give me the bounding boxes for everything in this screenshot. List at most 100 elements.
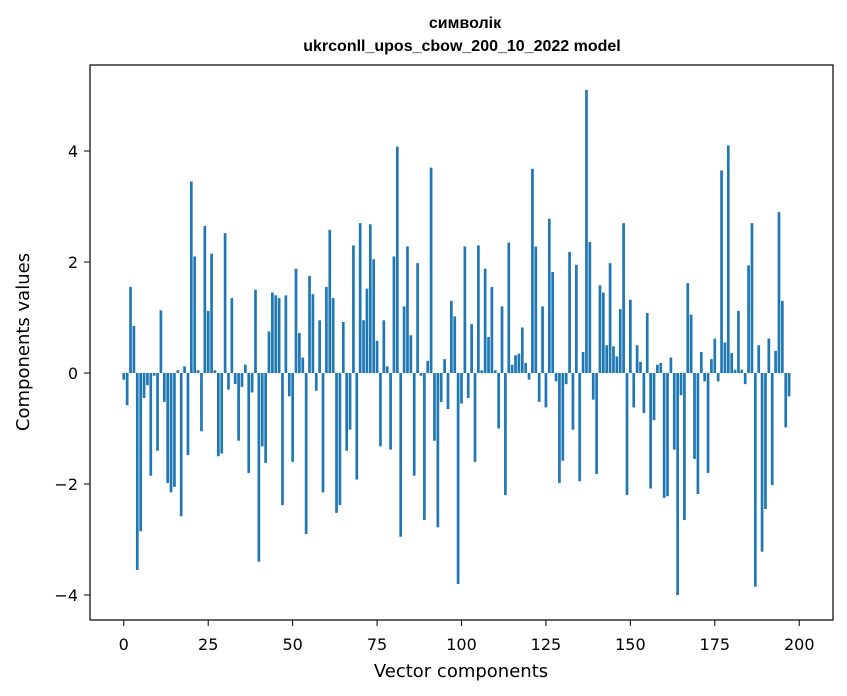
bar bbox=[669, 357, 673, 374]
bar bbox=[787, 373, 791, 397]
bar bbox=[203, 225, 207, 374]
bar bbox=[470, 324, 473, 374]
bar bbox=[568, 252, 571, 374]
bar bbox=[240, 373, 244, 387]
bar bbox=[652, 373, 656, 421]
bar bbox=[169, 373, 173, 493]
bar bbox=[220, 373, 224, 454]
bar bbox=[493, 370, 497, 374]
bar bbox=[531, 168, 534, 374]
bar bbox=[287, 373, 291, 397]
bar bbox=[149, 373, 153, 476]
bar bbox=[206, 310, 210, 374]
x-axis-label: Vector components bbox=[374, 661, 548, 682]
bar bbox=[308, 275, 311, 374]
bar bbox=[686, 283, 690, 374]
bar bbox=[156, 373, 159, 451]
bar bbox=[409, 335, 413, 374]
bar bbox=[642, 373, 646, 413]
bar bbox=[483, 268, 487, 374]
bar bbox=[450, 300, 453, 374]
bar bbox=[598, 285, 602, 374]
bar bbox=[723, 342, 727, 374]
bar bbox=[406, 246, 409, 374]
bar bbox=[581, 351, 585, 374]
bar bbox=[672, 373, 676, 450]
bar bbox=[679, 373, 683, 396]
bar bbox=[419, 373, 423, 376]
x-tick-label: 175 bbox=[700, 635, 731, 654]
bar bbox=[588, 242, 592, 374]
bar bbox=[453, 316, 457, 374]
bar bbox=[186, 373, 190, 456]
bar bbox=[230, 298, 234, 374]
bar bbox=[466, 373, 470, 398]
chart-title: символік bbox=[429, 15, 502, 32]
bar bbox=[547, 218, 551, 374]
bar bbox=[385, 366, 389, 374]
bar bbox=[649, 373, 652, 489]
bar bbox=[200, 373, 203, 432]
bar bbox=[216, 373, 220, 457]
bar bbox=[780, 300, 784, 374]
bar bbox=[710, 359, 713, 374]
bar bbox=[500, 306, 504, 374]
bar bbox=[696, 373, 700, 495]
bar bbox=[595, 373, 598, 475]
bar bbox=[480, 370, 484, 374]
x-tick-label: 100 bbox=[446, 635, 477, 654]
bar bbox=[625, 373, 629, 496]
bar bbox=[666, 373, 669, 497]
bar bbox=[504, 373, 507, 496]
bar bbox=[284, 295, 288, 374]
bar bbox=[591, 373, 595, 400]
x-tick-label: 0 bbox=[119, 635, 129, 654]
bar bbox=[514, 355, 517, 374]
bar bbox=[362, 320, 365, 374]
bar bbox=[571, 373, 575, 430]
bar-series bbox=[122, 89, 791, 596]
y-tick-label: 4 bbox=[68, 142, 78, 161]
bar bbox=[402, 306, 406, 374]
bar bbox=[392, 256, 396, 374]
bar bbox=[264, 373, 267, 463]
bar bbox=[693, 373, 696, 460]
bar bbox=[747, 265, 750, 374]
bar bbox=[355, 373, 359, 480]
bar bbox=[750, 223, 754, 374]
bar bbox=[328, 229, 332, 374]
bar bbox=[558, 373, 561, 483]
bar bbox=[534, 246, 538, 374]
bar bbox=[352, 245, 355, 374]
bar bbox=[125, 373, 129, 406]
bar bbox=[267, 331, 271, 374]
bar bbox=[662, 373, 666, 498]
bar bbox=[743, 373, 747, 385]
bar bbox=[656, 364, 659, 374]
bar bbox=[635, 345, 639, 374]
bar bbox=[753, 373, 757, 587]
bar bbox=[399, 373, 403, 537]
bar bbox=[146, 373, 149, 386]
bar bbox=[233, 373, 237, 385]
bar bbox=[429, 167, 433, 374]
bar bbox=[213, 370, 217, 374]
bar bbox=[426, 360, 430, 374]
bar bbox=[510, 364, 514, 374]
bar bbox=[740, 369, 744, 374]
bar bbox=[737, 310, 740, 374]
bar bbox=[183, 366, 186, 374]
bar bbox=[726, 145, 730, 374]
bar bbox=[463, 246, 467, 374]
bar bbox=[301, 357, 305, 374]
bar bbox=[227, 373, 230, 390]
bar bbox=[683, 373, 686, 521]
bar bbox=[561, 373, 565, 461]
bar bbox=[223, 233, 227, 374]
bar bbox=[757, 345, 761, 374]
bar bbox=[767, 338, 771, 374]
bar bbox=[345, 373, 349, 451]
bar bbox=[271, 292, 274, 374]
bar bbox=[699, 351, 703, 374]
